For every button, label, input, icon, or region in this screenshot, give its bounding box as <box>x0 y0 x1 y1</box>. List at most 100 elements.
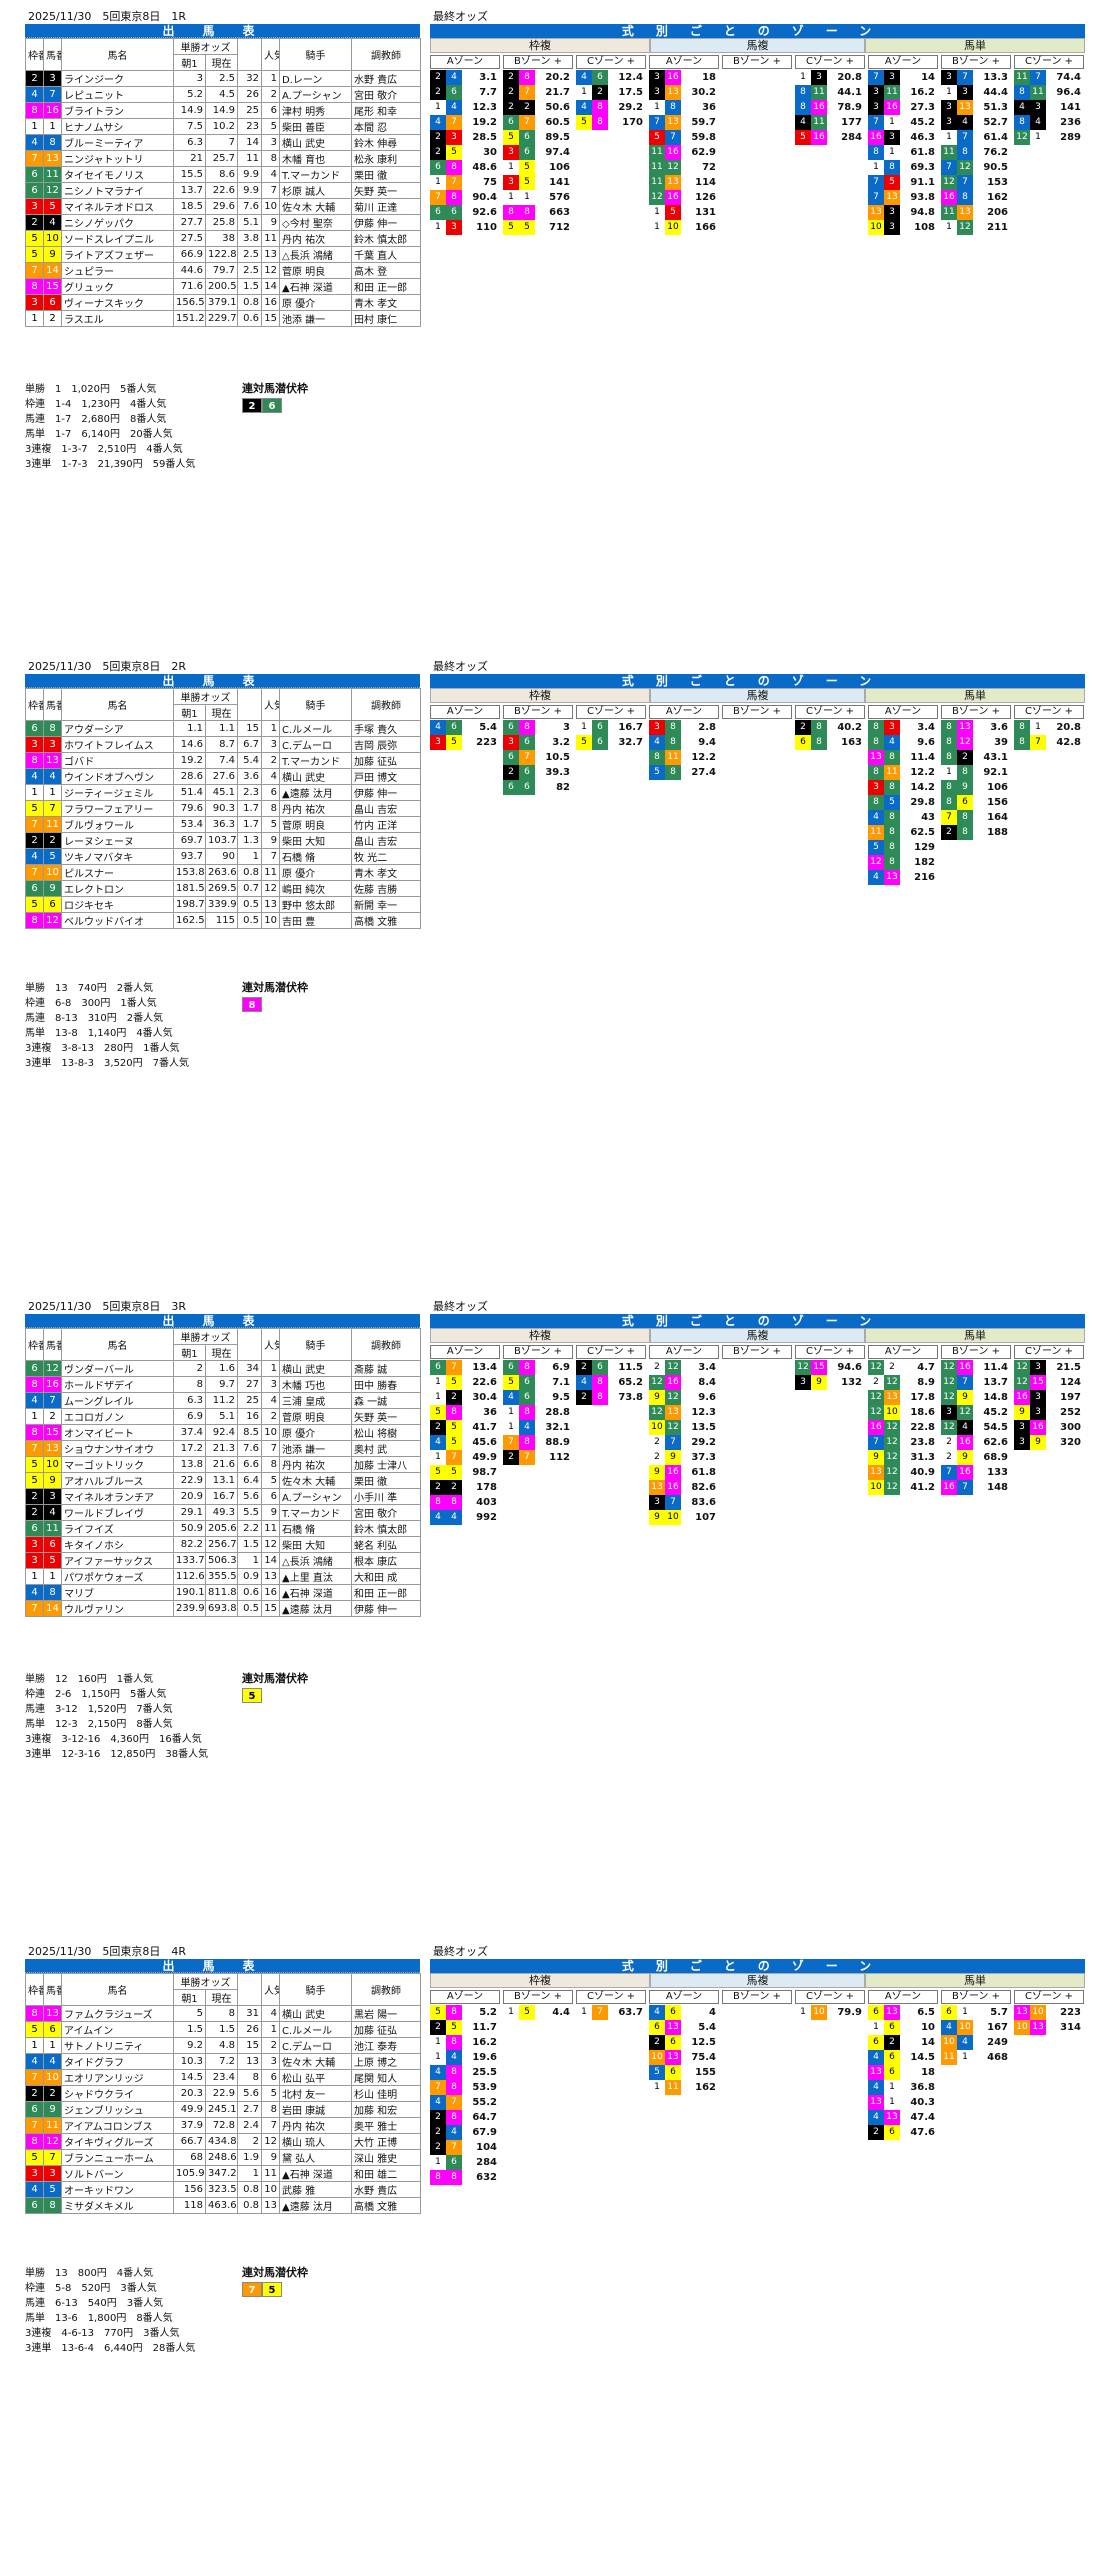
zone-odds-row[interactable]: 1 5 22.6 <box>430 1375 500 1390</box>
zone-odds-row[interactable]: 12 13 17.8 <box>868 1390 938 1405</box>
zone-odds-row[interactable]: 2 6 12.5 <box>649 2035 719 2050</box>
zone-odds-row[interactable]: 13 8 11.4 <box>868 750 938 765</box>
zone-odds-row[interactable]: 8 4 236 <box>1014 115 1084 130</box>
zone-odds-row[interactable]: 7 5 91.1 <box>868 175 938 190</box>
zone-odds-row[interactable]: 8 16 78.9 <box>795 100 865 115</box>
zone-odds-row[interactable]: 1 7 61.4 <box>941 130 1011 145</box>
zone-odds-row[interactable]: 1 3 44.4 <box>941 85 1011 100</box>
zone-odds-row[interactable]: 6 8 163 <box>795 735 865 750</box>
horse-name[interactable]: レーヌシェーヌ <box>61 832 174 849</box>
zone-odds-row[interactable]: 5 8 170 <box>576 115 646 130</box>
zone-odds-row[interactable]: 1 5 131 <box>649 205 719 220</box>
zone-odds-row[interactable]: 7 8 88.9 <box>503 1435 573 1450</box>
zone-odds-row[interactable]: 2 2 50.6 <box>503 100 573 115</box>
horse-name[interactable]: ファムクラジューズ <box>61 2005 174 2022</box>
horse-name[interactable]: ヒナノムサシ <box>61 118 174 135</box>
horse-name[interactable]: パワポケウォーズ <box>61 1568 174 1585</box>
zone-odds-row[interactable]: 1 1 576 <box>503 190 573 205</box>
horse-name[interactable]: タイドグラフ <box>61 2053 174 2070</box>
horse-name[interactable]: ソルトバーン <box>61 2165 174 2182</box>
zone-odds-row[interactable]: 3 9 132 <box>795 1375 865 1390</box>
zone-odds-row[interactable]: 4 6 14.5 <box>868 2050 938 2065</box>
horse-name[interactable]: マイネルテオドロス <box>61 198 174 215</box>
horse-name[interactable]: タイセイモノリス <box>61 166 174 183</box>
zone-odds-row[interactable]: 8 1 20.8 <box>1014 720 1084 735</box>
horse-name[interactable]: ロジキセキ <box>61 896 174 913</box>
horse-name[interactable]: ニシノトマラナイ <box>61 182 174 199</box>
zone-odds-row[interactable]: 7 12 90.5 <box>941 160 1011 175</box>
zone-odds-row[interactable]: 2 7 104 <box>430 2140 500 2155</box>
zone-odds-row[interactable]: 3 8 14.2 <box>868 780 938 795</box>
zone-odds-row[interactable]: 4 13 47.4 <box>868 2110 938 2125</box>
zone-odds-row[interactable]: 12 13 12.3 <box>649 1405 719 1420</box>
zone-odds-row[interactable]: 1 10 79.9 <box>795 2005 865 2020</box>
zone-odds-row[interactable]: 8 12 39 <box>941 735 1011 750</box>
zone-odds-row[interactable]: 5 5 98.7 <box>430 1465 500 1480</box>
horse-name[interactable]: ヴィーナスキック <box>61 294 174 311</box>
zone-odds-row[interactable]: 5 6 155 <box>649 2065 719 2080</box>
zone-odds-row[interactable]: 1 6 16.7 <box>576 720 646 735</box>
zone-odds-row[interactable]: 4 8 65.2 <box>576 1375 646 1390</box>
zone-odds-row[interactable]: 9 3 252 <box>1014 1405 1084 1420</box>
zone-odds-row[interactable]: 12 8 182 <box>868 855 938 870</box>
horse-name[interactable]: フラワーフェアリー <box>61 800 174 817</box>
zone-odds-row[interactable]: 1 8 92.1 <box>941 765 1011 780</box>
horse-name[interactable]: ショウナンサイオウ <box>61 1440 174 1457</box>
zone-odds-row[interactable]: 3 8 2.8 <box>649 720 719 735</box>
zone-odds-row[interactable]: 2 6 11.5 <box>576 1360 646 1375</box>
horse-name[interactable]: アイアムコロンブス <box>61 2117 174 2134</box>
zone-odds-row[interactable]: 1 8 16.2 <box>430 2035 500 2050</box>
zone-odds-row[interactable]: 12 10 18.6 <box>868 1405 938 1420</box>
zone-odds-row[interactable]: 13 12 40.9 <box>868 1465 938 1480</box>
zone-odds-row[interactable]: 5 8 5.2 <box>430 2005 500 2020</box>
zone-odds-row[interactable]: 5 7 59.8 <box>649 130 719 145</box>
horse-name[interactable]: ライトアズフェザー <box>61 246 174 263</box>
horse-name[interactable]: アイムイン <box>61 2021 174 2038</box>
zone-odds-row[interactable]: 4 7 19.2 <box>430 115 500 130</box>
zone-odds-row[interactable]: 4 8 9.4 <box>649 735 719 750</box>
zone-odds-row[interactable]: 2 8 40.2 <box>795 720 865 735</box>
zone-odds-row[interactable]: 1 7 75 <box>430 175 500 190</box>
horse-name[interactable]: ブライトラン <box>61 102 174 119</box>
horse-name[interactable]: ワールドブレイヴ <box>61 1504 174 1521</box>
zone-odds-row[interactable]: 4 8 29.2 <box>576 100 646 115</box>
zone-odds-row[interactable]: 5 6 7.1 <box>503 1375 573 1390</box>
zone-odds-row[interactable]: 6 8 6.9 <box>503 1360 573 1375</box>
horse-name[interactable]: ニンジャトットリ <box>61 150 174 167</box>
zone-odds-row[interactable]: 4 11 177 <box>795 115 865 130</box>
zone-odds-row[interactable]: 7 13 59.7 <box>649 115 719 130</box>
zone-odds-row[interactable]: 9 10 107 <box>649 1510 719 1525</box>
zone-odds-row[interactable]: 16 3 46.3 <box>868 130 938 145</box>
horse-name[interactable]: ホワイトフレイムス <box>61 736 174 753</box>
zone-odds-row[interactable]: 11 13 114 <box>649 175 719 190</box>
horse-name[interactable]: ラインジーク <box>61 70 174 87</box>
horse-name[interactable]: ミサダメキメル <box>61 2197 174 2214</box>
zone-odds-row[interactable]: 12 4 54.5 <box>941 1420 1011 1435</box>
zone-odds-row[interactable]: 8 5 29.8 <box>868 795 938 810</box>
zone-odds-row[interactable]: 9 16 61.8 <box>649 1465 719 1480</box>
horse-name[interactable]: ヴンダーバール <box>61 1360 174 1377</box>
zone-odds-row[interactable]: 16 3 197 <box>1014 1390 1084 1405</box>
zone-odds-row[interactable]: 8 9 106 <box>941 780 1011 795</box>
zone-odds-row[interactable]: 12 15 94.6 <box>795 1360 865 1375</box>
horse-name[interactable]: ブルーミーティア <box>61 134 174 151</box>
horse-name[interactable]: ライフイズ <box>61 1520 174 1537</box>
zone-odds-row[interactable]: 16 8 162 <box>941 190 1011 205</box>
zone-odds-row[interactable]: 2 9 37.3 <box>649 1450 719 1465</box>
zone-odds-row[interactable]: 1 12 211 <box>941 220 1011 235</box>
zone-odds-row[interactable]: 4 3 141 <box>1014 100 1084 115</box>
zone-odds-row[interactable]: 9 12 9.6 <box>649 1390 719 1405</box>
zone-odds-row[interactable]: 4 4 992 <box>430 1510 500 1525</box>
zone-odds-row[interactable]: 8 11 96.4 <box>1014 85 1084 100</box>
zone-odds-row[interactable]: 10 13 75.4 <box>649 2050 719 2065</box>
